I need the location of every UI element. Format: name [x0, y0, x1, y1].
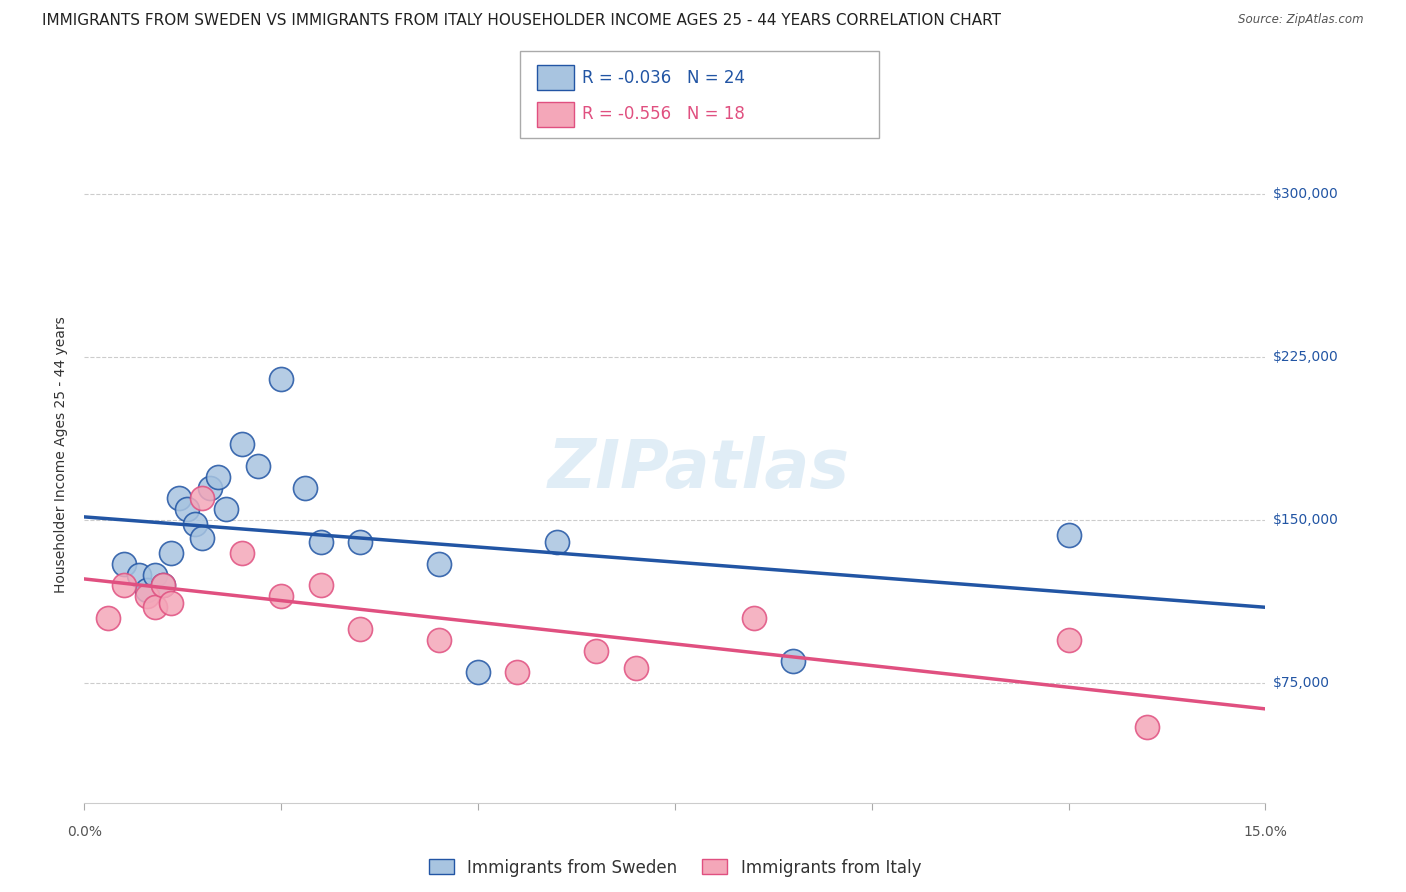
Text: IMMIGRANTS FROM SWEDEN VS IMMIGRANTS FROM ITALY HOUSEHOLDER INCOME AGES 25 - 44 : IMMIGRANTS FROM SWEDEN VS IMMIGRANTS FRO… [42, 13, 1001, 29]
Point [427, 632, 450, 647]
Point [270, 589, 292, 603]
Point [200, 481, 222, 495]
Point [294, 481, 316, 495]
Text: 0.0%: 0.0% [67, 825, 101, 839]
Text: Source: ZipAtlas.com: Source: ZipAtlas.com [1239, 13, 1364, 27]
Point [742, 611, 765, 625]
Point [97, 611, 120, 625]
Text: R = -0.036   N = 24: R = -0.036 N = 24 [582, 69, 745, 87]
Point [506, 665, 529, 680]
Point [160, 546, 183, 560]
Point [191, 491, 214, 506]
Point [427, 557, 450, 571]
Point [191, 531, 214, 545]
Text: $300,000: $300,000 [1272, 187, 1339, 201]
Text: $225,000: $225,000 [1272, 350, 1339, 364]
Point [1136, 720, 1159, 734]
Point [1057, 528, 1080, 542]
Point [624, 661, 647, 675]
Point [152, 578, 174, 592]
Text: R = -0.556   N = 18: R = -0.556 N = 18 [582, 105, 745, 123]
Point [143, 567, 166, 582]
Point [231, 437, 253, 451]
Point [349, 534, 371, 549]
Point [231, 546, 253, 560]
Point [1057, 632, 1080, 647]
Text: $75,000: $75,000 [1272, 676, 1330, 690]
Point [585, 643, 607, 657]
Point [136, 582, 159, 597]
Text: ZIPatlas: ZIPatlas [547, 436, 849, 502]
Point [782, 655, 804, 669]
Point [349, 622, 371, 636]
Point [183, 517, 205, 532]
Point [160, 596, 183, 610]
Y-axis label: Householder Income Ages 25 - 44 years: Householder Income Ages 25 - 44 years [55, 317, 69, 593]
Point [128, 567, 150, 582]
Point [546, 534, 568, 549]
Point [246, 458, 269, 473]
Text: $150,000: $150,000 [1272, 513, 1339, 527]
Text: 15.0%: 15.0% [1243, 825, 1288, 839]
Point [309, 578, 332, 592]
Point [270, 372, 292, 386]
Point [215, 502, 238, 516]
Point [467, 665, 489, 680]
Point [167, 491, 190, 506]
Point [152, 578, 174, 592]
Point [112, 578, 135, 592]
Point [176, 502, 198, 516]
Legend: Immigrants from Sweden, Immigrants from Italy: Immigrants from Sweden, Immigrants from … [420, 850, 929, 885]
Point [309, 534, 332, 549]
Point [143, 600, 166, 615]
Point [112, 557, 135, 571]
Point [136, 589, 159, 603]
Point [207, 469, 229, 483]
